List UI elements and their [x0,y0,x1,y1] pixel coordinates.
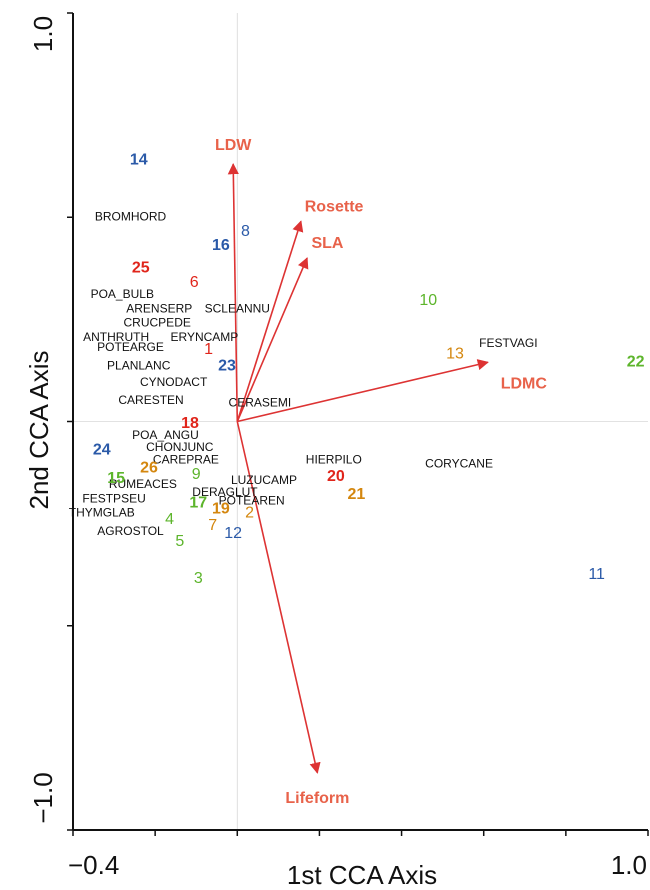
arrow-ldw [227,163,239,422]
environmental-arrows: LDW Rosette SLA LDMC Lifeform [215,137,547,807]
site-label: 3 [194,570,203,587]
species-label: CYNODACT [140,375,208,389]
species-label: DERAGLUT [192,485,258,499]
site-label: 11 [588,566,605,583]
site-label: 8 [241,223,250,240]
arrow-lifeform [236,421,321,774]
y-axis-title: 2nd CCA Axis [24,351,54,510]
site-label: 2 [245,505,254,522]
arrow-label-ldw: LDW [215,137,252,154]
species-label: POTEAREN [219,493,285,507]
species-label: POTEARGE [97,340,164,354]
species-label: FESTPSEU [82,491,145,505]
species-label: LUZUCAMP [231,473,297,487]
site-label: 7 [208,517,217,534]
species-label: AGROSTOL [97,524,164,538]
species-label: FESTVAGI [479,336,537,350]
species-label: ERYNCAMP [171,330,239,344]
arrow-sla [236,257,309,422]
species-label: CERASEMI [229,395,292,409]
site-label: 4 [165,511,174,528]
species-label: HIERPILO [306,452,362,466]
arrow-label-rosette: Rosette [305,198,364,215]
species-label: CARESTEN [118,393,183,407]
site-label: 10 [419,292,437,309]
site-label: 23 [218,358,236,375]
site-label: 13 [446,345,464,362]
site-label: 15 [107,470,125,487]
site-label: 1 [204,341,213,358]
species-label: CORYCANE [425,457,493,471]
x-tick-label-max: 1.0 [611,850,647,880]
site-label: 19 [212,501,230,518]
species-label: SCLEANNU [205,301,270,315]
species-label: THYMGLAB [69,506,135,520]
arrow-label-ldmc: LDMC [501,375,548,392]
site-label: 5 [175,533,184,550]
site-label: 16 [212,237,230,254]
site-label: 20 [327,468,345,485]
species-label: POA_BULB [91,287,154,301]
species-label: BROMHORD [95,209,167,223]
site-label: 17 [189,494,207,511]
site-label: 18 [181,415,199,432]
site-label: 6 [190,274,199,291]
site-label: 14 [130,151,148,168]
site-label: 26 [140,460,158,477]
x-tick-label-min: −0.4 [68,850,119,880]
arrow-rosette [236,220,304,422]
species-label: PLANLANC [107,359,171,373]
species-label: CHONJUNC [146,440,214,454]
arrow-ldmc [237,359,489,423]
site-label: 24 [93,441,111,458]
arrow-label-sla: SLA [311,235,343,252]
axis-ticks [67,12,649,836]
site-label: 9 [192,466,201,483]
species-label: ANTHRUTH [83,330,149,344]
site-label: 21 [347,486,365,503]
reference-lines [73,13,648,830]
y-tick-label-max: 1.0 [28,16,58,52]
arrow-label-lifeform: Lifeform [285,790,349,807]
species-label: ARENSERP [126,301,192,315]
species-label: POA_ANGU [132,428,199,442]
species-label: CRUCPEDE [124,316,191,330]
site-label: 12 [224,525,242,542]
species-label: RUMEACES [109,477,177,491]
species-label: CAREPRAE [153,452,219,466]
y-tick-label-min: −1.0 [28,772,58,823]
x-axis-title: 1st CCA Axis [287,860,437,890]
site-label: 25 [132,260,150,277]
site-label: 22 [627,353,645,370]
